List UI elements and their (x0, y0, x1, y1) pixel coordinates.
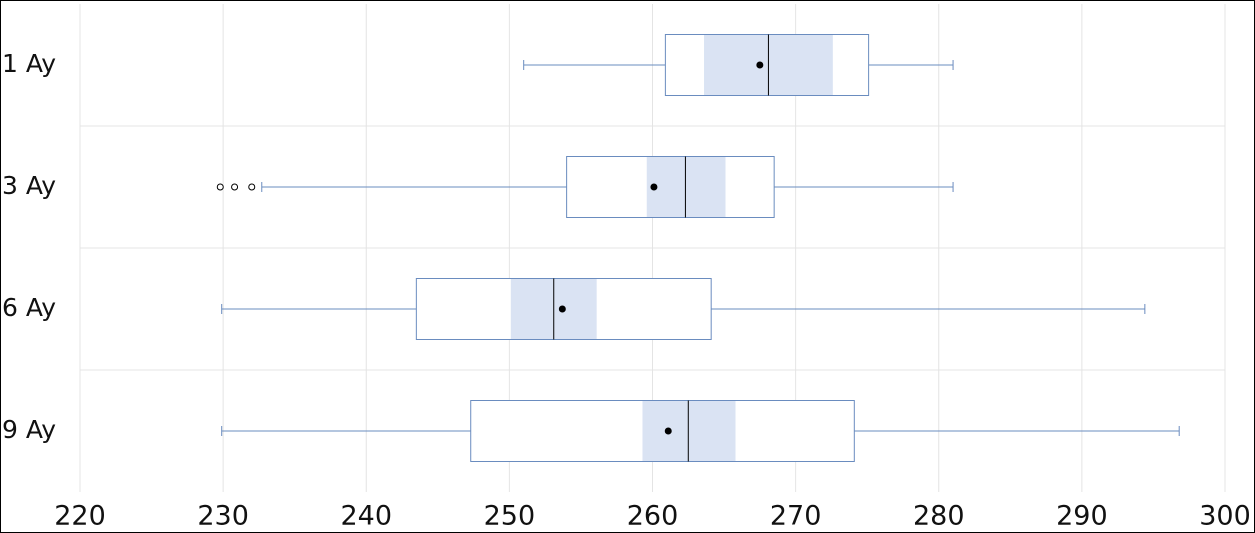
x-tick-label: 260 (627, 501, 679, 532)
mean (650, 183, 658, 191)
x-tick-label: 300 (1199, 501, 1251, 532)
x-tick-label: 290 (1056, 501, 1108, 532)
x-tick-label: 270 (770, 501, 822, 532)
x-tick-label: 240 (340, 501, 392, 532)
outlier (216, 183, 224, 191)
notch (646, 157, 726, 217)
outlier (231, 183, 239, 191)
x-tick-label: 250 (484, 501, 536, 532)
mean (558, 305, 566, 313)
outlier (248, 183, 256, 191)
mean (664, 427, 672, 435)
mean (756, 61, 764, 69)
notch (642, 401, 736, 461)
x-tick-label: 230 (197, 501, 249, 532)
category-label: 6 Ay (2, 293, 56, 322)
category-label: 9 Ay (2, 415, 56, 444)
category-label: 1 Ay (2, 49, 56, 78)
x-tick-label: 220 (54, 501, 106, 532)
category-label: 3 Ay (2, 171, 56, 200)
x-tick-label: 280 (913, 501, 965, 532)
